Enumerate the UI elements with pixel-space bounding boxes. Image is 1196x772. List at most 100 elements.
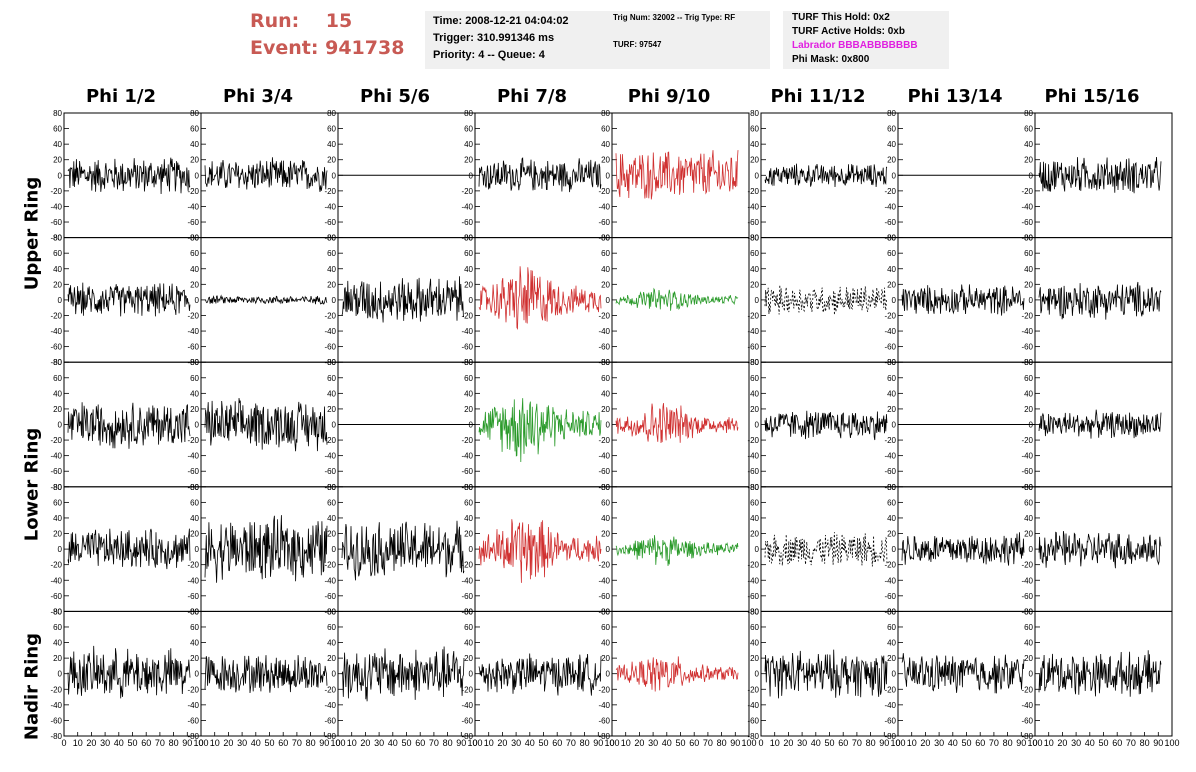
x-tick-label: 30: [237, 738, 247, 748]
y-tick-label: 40: [190, 514, 199, 523]
y-tick-label: 40: [327, 265, 336, 274]
turf-active-holds-text: TURF Active Holds: 0xb: [792, 26, 905, 37]
y-tick-label: 60: [327, 249, 336, 258]
x-tick-label: 50: [538, 738, 548, 748]
y-tick-label: -60: [324, 218, 336, 227]
waveform-trace: [1038, 281, 1162, 320]
y-tick-label: 60: [190, 623, 199, 632]
x-tick-label: 40: [114, 738, 124, 748]
y-tick-label: 80: [1024, 109, 1033, 118]
y-tick-label: -40: [747, 202, 759, 211]
y-tick-label: 40: [750, 389, 759, 398]
y-tick-label: 20: [750, 654, 759, 663]
y-tick-label: -80: [1021, 358, 1033, 367]
y-tick-label: -60: [50, 218, 62, 227]
x-tick-label: 80: [1140, 738, 1150, 748]
y-tick-label: -20: [747, 187, 759, 196]
x-tick-label: 30: [100, 738, 110, 748]
y-tick-label: -80: [1021, 483, 1033, 492]
y-tick-label: 80: [601, 109, 610, 118]
y-tick-label: -20: [598, 187, 610, 196]
y-tick-label: -60: [884, 218, 896, 227]
y-tick-label: -80: [324, 732, 336, 741]
x-tick-label: 70: [566, 738, 576, 748]
column-header-phi-1-2: Phi 1/2: [85, 86, 157, 107]
y-tick-label: 40: [327, 639, 336, 648]
y-tick-label: 60: [464, 498, 473, 507]
y-tick-label: 0: [755, 296, 760, 305]
x-tick-label: 10: [484, 738, 494, 748]
waveform-trace: [615, 150, 739, 200]
y-tick-label: 60: [53, 374, 62, 383]
y-tick-label: 60: [464, 623, 473, 632]
y-tick-label: 60: [601, 498, 610, 507]
y-tick-label: -80: [598, 607, 610, 616]
y-tick-label: -40: [324, 452, 336, 461]
y-tick-label: 20: [327, 280, 336, 289]
y-tick-label: -40: [324, 701, 336, 710]
y-tick-label: 40: [327, 389, 336, 398]
y-tick-label: 0: [332, 421, 337, 430]
y-tick-label: -40: [461, 327, 473, 336]
x-tick-label: 10: [73, 738, 83, 748]
x-tick-label: 50: [401, 738, 411, 748]
waveform-trace: [67, 645, 191, 699]
y-tick-label: -40: [747, 452, 759, 461]
phi-mask-text: Phi Mask: 0x800: [792, 54, 870, 65]
y-tick-label: 80: [53, 358, 62, 367]
y-tick-label: -60: [461, 218, 473, 227]
y-tick-label: 80: [190, 109, 199, 118]
y-tick-label: -60: [50, 343, 62, 352]
y-tick-label: 0: [58, 421, 63, 430]
waveform-trace: [478, 266, 602, 330]
y-tick-label: -20: [187, 187, 199, 196]
y-tick-label: -60: [187, 592, 199, 601]
y-tick-label: 80: [601, 358, 610, 367]
y-tick-label: -80: [50, 234, 62, 243]
y-tick-label: 40: [464, 514, 473, 523]
y-tick-label: 40: [750, 140, 759, 149]
y-tick-label: 0: [469, 421, 474, 430]
y-tick-label: 20: [190, 280, 199, 289]
y-tick-label: -60: [324, 592, 336, 601]
waveform-trace: [1038, 530, 1162, 569]
event-label: Event:: [250, 37, 319, 59]
time-info-panel: Time: 2008-12-21 04:04:02 Trigger: 310.9…: [425, 11, 617, 69]
column-header-phi-5-6: Phi 5/6: [359, 86, 431, 107]
y-tick-label: 0: [195, 171, 200, 180]
x-tick-label: 0: [335, 738, 340, 748]
y-tick-label: -60: [598, 467, 610, 476]
x-tick-label: 50: [824, 738, 834, 748]
y-tick-label: -20: [461, 311, 473, 320]
turf-hold-panel: TURF This Hold: 0x2 TURF Active Holds: 0…: [783, 11, 949, 69]
y-tick-label: -40: [598, 202, 610, 211]
y-tick-label: -80: [747, 483, 759, 492]
x-tick-label: 40: [948, 738, 958, 748]
x-tick-label: 70: [429, 738, 439, 748]
y-tick-label: 20: [750, 156, 759, 165]
y-tick-label: -40: [50, 452, 62, 461]
y-tick-label: -80: [324, 483, 336, 492]
y-tick-label: -40: [324, 576, 336, 585]
y-tick-label: 40: [327, 514, 336, 523]
y-tick-label: -80: [1021, 732, 1033, 741]
run-value: 15: [325, 10, 353, 32]
y-tick-label: 20: [887, 156, 896, 165]
x-tick-label: 0: [1032, 738, 1037, 748]
y-tick-label: -40: [747, 701, 759, 710]
y-tick-label: 60: [887, 249, 896, 258]
y-tick-label: 20: [327, 530, 336, 539]
y-tick-label: -60: [747, 218, 759, 227]
y-tick-label: 20: [464, 156, 473, 165]
y-tick-label: 0: [892, 296, 897, 305]
y-tick-label: 0: [332, 171, 337, 180]
y-tick-label: 40: [190, 265, 199, 274]
y-tick-label: 60: [190, 498, 199, 507]
y-tick-label: -80: [884, 732, 896, 741]
y-tick-label: -40: [50, 327, 62, 336]
waveform-trace: [1038, 409, 1162, 439]
x-tick-label: 90: [879, 738, 889, 748]
x-tick-label: 40: [1085, 738, 1095, 748]
y-tick-label: 80: [750, 358, 759, 367]
y-tick-label: -60: [598, 343, 610, 352]
